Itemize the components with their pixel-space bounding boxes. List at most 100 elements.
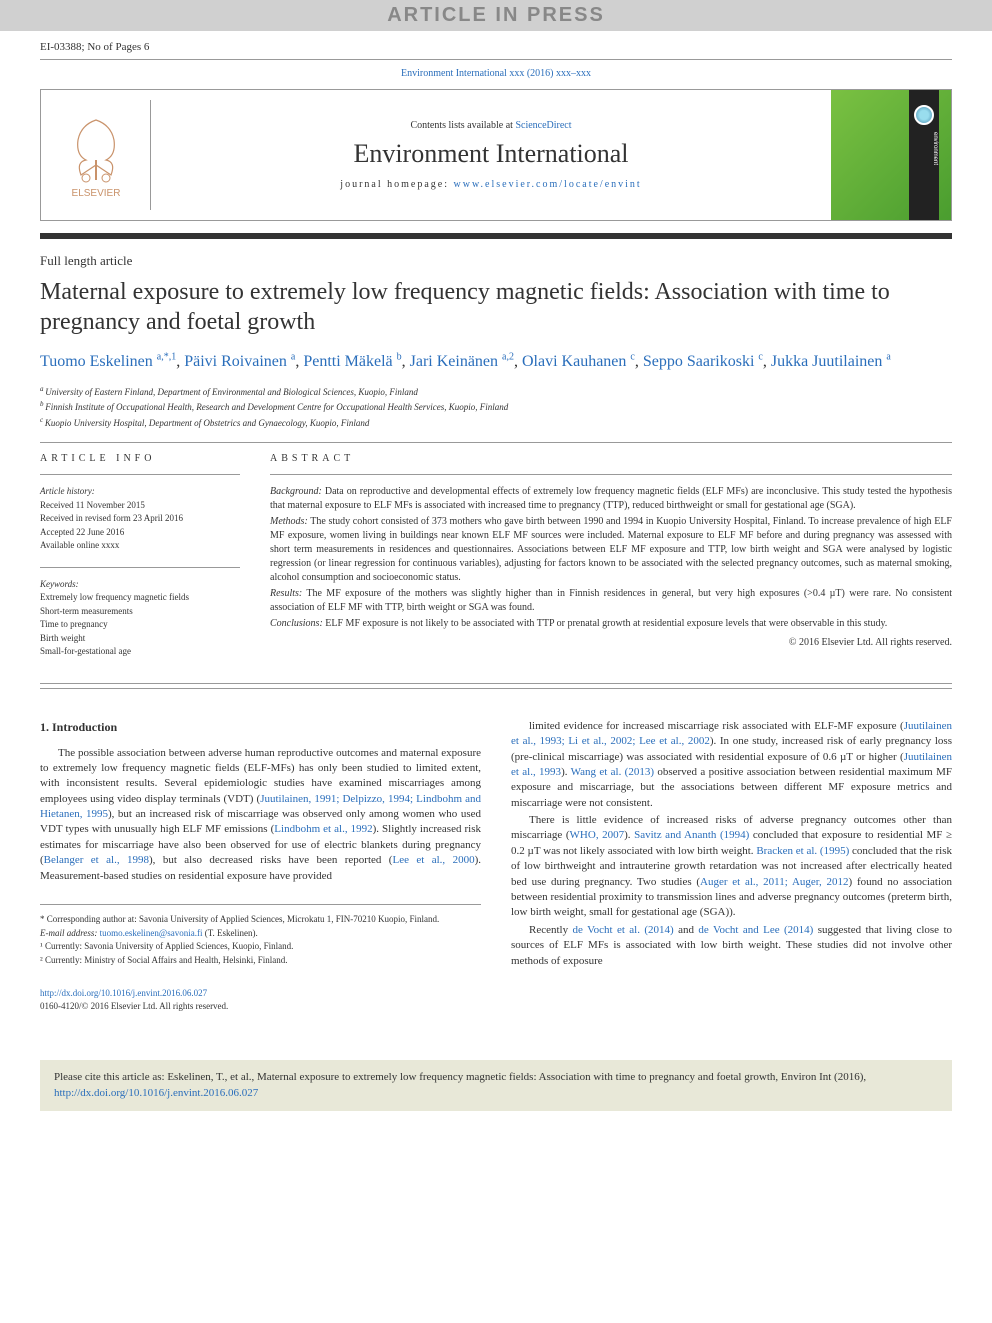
doi-block: http://dx.doi.org/10.1016/j.envint.2016.… bbox=[40, 987, 481, 1012]
body-paragraph: Recently de Vocht et al. (2014) and de V… bbox=[511, 923, 952, 969]
body-paragraph: The possible association between adverse… bbox=[40, 746, 481, 885]
citation-link[interactable]: Juutilainen et al., 1993; Li et al., 200… bbox=[511, 720, 952, 747]
author-affiliation-marks: a,*,1 bbox=[157, 352, 176, 363]
masthead-center: Contents lists available at ScienceDirec… bbox=[151, 110, 831, 200]
elsevier-tree-icon: ELSEVIER bbox=[56, 110, 136, 200]
author-affiliation-marks: a bbox=[886, 352, 890, 363]
info-abstract-row: ARTICLE INFO Article history: Received 1… bbox=[40, 453, 952, 673]
publisher-logo-cell: ELSEVIER bbox=[41, 100, 151, 210]
document-id: EI-03388; No of Pages 6 bbox=[40, 41, 149, 53]
author-link[interactable]: Tuomo Eskelinen bbox=[40, 353, 157, 370]
abstract-background: Data on reproductive and developmental e… bbox=[270, 486, 952, 511]
history-line: Received 11 November 2015 bbox=[40, 499, 240, 513]
affiliation-line: a University of Eastern Finland, Departm… bbox=[40, 384, 952, 400]
abstract-text: Background: Data on reproductive and dev… bbox=[270, 485, 952, 631]
section-rule bbox=[40, 442, 952, 443]
keyword: Extremely low frequency magnetic fields bbox=[40, 591, 240, 605]
publisher-name: ELSEVIER bbox=[71, 188, 120, 199]
masthead: ELSEVIER Contents lists available at Sci… bbox=[40, 89, 952, 221]
abstract-heading: ABSTRACT bbox=[270, 453, 952, 464]
history-line: Received in revised form 23 April 2016 bbox=[40, 512, 240, 526]
body-two-columns: 1. Introduction The possible association… bbox=[40, 719, 952, 1013]
citation-link[interactable]: Lindbohm et al., 1992 bbox=[274, 823, 372, 835]
abstract-conclusions-label: Conclusions: bbox=[270, 618, 323, 629]
article-history-block: Article history: Received 11 November 20… bbox=[40, 485, 240, 553]
body-paragraph: There is little evidence of increased ri… bbox=[511, 813, 952, 921]
affiliations: a University of Eastern Finland, Departm… bbox=[40, 384, 952, 431]
doi-link[interactable]: http://dx.doi.org/10.1016/j.envint.2016.… bbox=[40, 988, 207, 998]
keyword: Time to pregnancy bbox=[40, 618, 240, 632]
abstract-results: The MF exposure of the mothers was sligh… bbox=[270, 588, 952, 613]
author-link[interactable]: Pentti Mäkelä bbox=[303, 353, 396, 370]
journal-name: Environment International bbox=[161, 139, 821, 169]
article-info-column: ARTICLE INFO Article history: Received 1… bbox=[40, 453, 240, 673]
document-id-row: EI-03388; No of Pages 6 bbox=[40, 41, 952, 60]
author-list: Tuomo Eskelinen a,*,1, Päivi Roivainen a… bbox=[40, 351, 952, 374]
section-heading-introduction: 1. Introduction bbox=[40, 719, 481, 736]
article-type: Full length article bbox=[40, 253, 952, 269]
author-affiliation-marks: b bbox=[397, 352, 402, 363]
history-line: Available online xxxx bbox=[40, 539, 240, 553]
cover-label: environment bbox=[932, 132, 938, 165]
divider-bar bbox=[40, 233, 952, 239]
author-email-link[interactable]: tuomo.eskelinen@savonia.fi bbox=[100, 928, 203, 938]
keyword: Small-for-gestational age bbox=[40, 645, 240, 659]
citation-link[interactable]: Juutilainen, 1991; Delpizzo, 1994; Lindb… bbox=[40, 793, 481, 820]
affiliation-line: c Kuopio University Hospital, Department… bbox=[40, 415, 952, 431]
keywords-block: Keywords: Extremely low frequency magnet… bbox=[40, 578, 240, 659]
citation-link[interactable]: WHO, 2007 bbox=[570, 829, 625, 841]
body-column-right: limited evidence for increased miscarria… bbox=[511, 719, 952, 1013]
author-affiliation-marks: c bbox=[758, 352, 762, 363]
abstract-background-label: Background: bbox=[270, 486, 322, 497]
history-label: Article history: bbox=[40, 485, 240, 499]
body-column-left: 1. Introduction The possible association… bbox=[40, 719, 481, 1013]
article-in-press-banner: ARTICLE IN PRESS bbox=[0, 0, 992, 31]
abstract-methods-label: Methods: bbox=[270, 516, 308, 527]
author-affiliation-marks: c bbox=[630, 352, 634, 363]
citation-link[interactable]: Savitz and Ananth (1994) bbox=[634, 829, 749, 841]
footnotes: * Corresponding author at: Savonia Unive… bbox=[40, 904, 481, 967]
citation-link[interactable]: de Vocht et al. (2014) bbox=[573, 924, 674, 936]
citation-link[interactable]: Lee et al., 2000 bbox=[392, 854, 474, 866]
contents-available-line: Contents lists available at ScienceDirec… bbox=[161, 120, 821, 131]
abstract-methods: The study cohort consisted of 373 mother… bbox=[270, 516, 952, 583]
citation-link[interactable]: de Vocht and Lee (2014) bbox=[698, 924, 813, 936]
citation-link[interactable]: Wang et al. (2013) bbox=[571, 766, 654, 778]
journal-homepage-line: journal homepage: www.elsevier.com/locat… bbox=[161, 179, 821, 190]
author-link[interactable]: Jukka Juutilainen bbox=[771, 353, 887, 370]
citation-link[interactable]: Auger et al., 2011; Auger, 2012 bbox=[700, 876, 848, 888]
abstract-copyright: © 2016 Elsevier Ltd. All rights reserved… bbox=[270, 637, 952, 648]
issn-copyright: 0160-4120/© 2016 Elsevier Ltd. All right… bbox=[40, 1001, 228, 1011]
abstract-results-label: Results: bbox=[270, 588, 302, 599]
affiliation-line: b Finnish Institute of Occupational Heal… bbox=[40, 399, 952, 415]
abstract-conclusions: ELF MF exposure is not likely to be asso… bbox=[323, 618, 888, 629]
citebox-doi-link[interactable]: http://dx.doi.org/10.1016/j.envint.2016.… bbox=[54, 1087, 258, 1099]
citation-link[interactable]: Belanger et al., 1998 bbox=[44, 854, 149, 866]
author-link[interactable]: Jari Keinänen bbox=[410, 353, 502, 370]
email-line: E-mail address: tuomo.eskelinen@savonia.… bbox=[40, 927, 481, 941]
cover-globe-icon bbox=[914, 105, 934, 125]
author-affiliation-marks: a bbox=[291, 352, 295, 363]
keyword: Short-term measurements bbox=[40, 605, 240, 619]
history-line: Accepted 22 June 2016 bbox=[40, 526, 240, 540]
article-info-heading: ARTICLE INFO bbox=[40, 453, 240, 464]
sciencedirect-link[interactable]: ScienceDirect bbox=[515, 120, 571, 131]
page-content: EI-03388; No of Pages 6 Environment Inte… bbox=[0, 31, 992, 1042]
author-link[interactable]: Seppo Saarikoski bbox=[643, 353, 759, 370]
author-link[interactable]: Päivi Roivainen bbox=[184, 353, 291, 370]
body-paragraph: limited evidence for increased miscarria… bbox=[511, 719, 952, 811]
footnote-1: ¹ Currently: Savonia University of Appli… bbox=[40, 940, 481, 954]
citation-link[interactable]: Bracken et al. (1995) bbox=[756, 845, 849, 857]
keywords-label: Keywords: bbox=[40, 578, 240, 592]
keyword: Birth weight bbox=[40, 632, 240, 646]
journal-reference: Environment International xxx (2016) xxx… bbox=[40, 68, 952, 79]
abstract-column: ABSTRACT Background: Data on reproductiv… bbox=[270, 453, 952, 673]
author-link[interactable]: Olavi Kauhanen bbox=[522, 353, 630, 370]
please-cite-box: Please cite this article as: Eskelinen, … bbox=[40, 1060, 952, 1111]
corresponding-author-note: * Corresponding author at: Savonia Unive… bbox=[40, 913, 481, 927]
journal-cover-thumbnail: environment bbox=[831, 90, 951, 220]
journal-homepage-link[interactable]: www.elsevier.com/locate/envint bbox=[454, 179, 642, 190]
article-title: Maternal exposure to extremely low frequ… bbox=[40, 277, 952, 337]
footnote-2: ² Currently: Ministry of Social Affairs … bbox=[40, 954, 481, 968]
author-affiliation-marks: a,2 bbox=[502, 352, 514, 363]
